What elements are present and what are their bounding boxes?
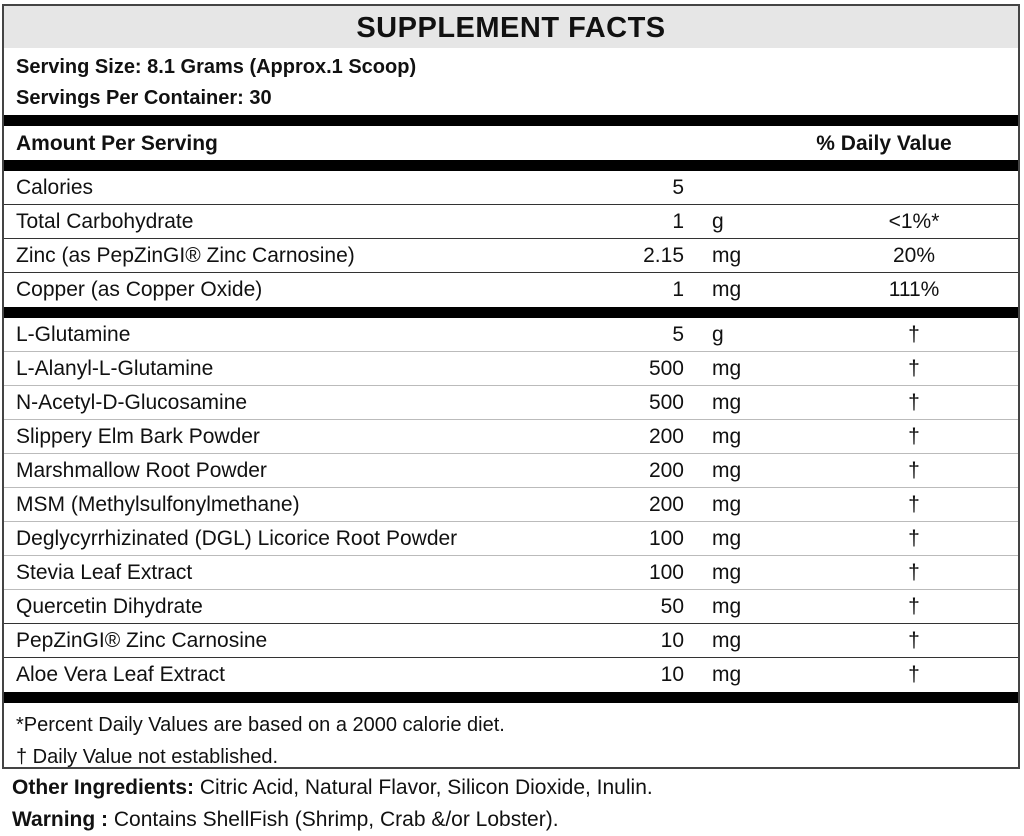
- item-name: Aloe Vera Leaf Extract: [16, 663, 225, 686]
- table-row: N-Acetyl-D-Glucosamine 500 mg †: [4, 386, 1018, 420]
- item-name: Stevia Leaf Extract: [16, 561, 193, 584]
- table-row: Calories 5: [4, 171, 1018, 205]
- table-row: Deglycyrrhizinated (DGL) Licorice Root P…: [4, 522, 1018, 556]
- item-daily-value: 20%: [892, 244, 936, 267]
- item-daily-value: †: [908, 425, 920, 448]
- item-unit: mg: [712, 663, 742, 686]
- item-daily-value: †: [908, 357, 920, 380]
- item-name: PepZinGI® Zinc Carnosine: [16, 629, 268, 652]
- item-unit: mg: [712, 595, 742, 618]
- item-name: Slippery Elm Bark Powder: [16, 425, 260, 448]
- item-name: Zinc (as PepZinGI® Zinc Carnosine): [16, 244, 355, 267]
- table-row: MSM (Methylsulfonylmethane) 200 mg †: [4, 488, 1018, 522]
- footnote-dv: *Percent Daily Values are based on a 200…: [16, 714, 505, 736]
- item-amount: 10: [660, 629, 684, 652]
- table-row: Slippery Elm Bark Powder 200 mg †: [4, 420, 1018, 454]
- item-name: Quercetin Dihydrate: [16, 595, 203, 618]
- item-daily-value: †: [908, 459, 920, 482]
- item-daily-value: †: [908, 663, 920, 686]
- amount-header: Amount Per Serving: [16, 132, 218, 155]
- table-row: L-Alanyl-L-Glutamine 500 mg †: [4, 352, 1018, 386]
- item-unit: mg: [712, 278, 742, 301]
- column-header: Amount Per Serving % Daily Value: [4, 126, 1018, 160]
- item-unit: mg: [712, 357, 742, 380]
- table-row: Stevia Leaf Extract 100 mg †: [4, 556, 1018, 590]
- item-unit: mg: [712, 561, 742, 584]
- item-amount: 1: [672, 210, 684, 233]
- ingredient-list: L-Glutamine 5 g † L-Alanyl-L-Glutamine 500 mg †…: [4, 318, 1018, 692]
- item-unit: mg: [712, 459, 742, 482]
- item-daily-value: †: [908, 527, 920, 550]
- item-name: N-Acetyl-D-Glucosamine: [16, 391, 248, 414]
- footnote-dagger: † Daily Value not established.: [16, 746, 279, 768]
- table-row: Copper (as Copper Oxide) 1 mg 111%: [4, 273, 1018, 307]
- table-row: Zinc (as PepZinGI® Zinc Carnosine) 2.15 mg…: [4, 239, 1018, 273]
- table-row: Quercetin Dihydrate 50 mg †: [4, 590, 1018, 624]
- item-amount: 100: [648, 561, 684, 584]
- divider: [4, 307, 1018, 318]
- item-daily-value: <1%*: [888, 210, 940, 233]
- item-unit: mg: [712, 244, 742, 267]
- table-row: Aloe Vera Leaf Extract 10 mg †: [4, 658, 1018, 692]
- item-name: L-Alanyl-L-Glutamine: [16, 357, 214, 380]
- item-amount: 2.15: [643, 244, 684, 267]
- other-info: Other Ingredients: Citric Acid, Natural …: [12, 772, 653, 836]
- divider: [4, 115, 1018, 126]
- item-amount: 5: [672, 176, 684, 199]
- table-row: PepZinGI® Zinc Carnosine 10 mg †: [4, 624, 1018, 658]
- warning: Warning : Contains ShellFish (Shrimp, Cr…: [12, 808, 559, 831]
- item-amount: 200: [648, 493, 684, 516]
- item-name: Calories: [16, 176, 94, 199]
- item-name: MSM (Methylsulfonylmethane): [16, 493, 300, 516]
- item-unit: g: [712, 323, 724, 346]
- item-name: Total Carbohydrate: [16, 210, 194, 233]
- item-daily-value: 111%: [888, 278, 940, 301]
- item-amount: 1: [672, 278, 684, 301]
- item-amount: 100: [648, 527, 684, 550]
- item-daily-value: †: [908, 323, 920, 346]
- serving-info: Serving Size: 8.1 Grams (Approx.1 Scoop)…: [4, 48, 1018, 115]
- item-daily-value: †: [908, 629, 920, 652]
- item-amount: 10: [660, 663, 684, 686]
- other-ingredients: Other Ingredients: Citric Acid, Natural …: [12, 776, 653, 799]
- item-daily-value: †: [908, 493, 920, 516]
- divider: [4, 692, 1018, 703]
- item-amount: 50: [660, 595, 684, 618]
- item-amount: 5: [672, 323, 684, 346]
- serving-size: Serving Size: 8.1 Grams (Approx.1 Scoop): [16, 56, 417, 78]
- item-daily-value: †: [908, 595, 920, 618]
- item-unit: g: [712, 210, 724, 233]
- footnotes: *Percent Daily Values are based on a 200…: [4, 703, 1018, 773]
- item-name: Deglycyrrhizinated (DGL) Licorice Root P…: [16, 527, 458, 550]
- nutrient-list: Calories 5 Total Carbohydrate 1 g <1%* Zinc (a…: [4, 171, 1018, 307]
- item-unit: mg: [712, 527, 742, 550]
- table-row: Marshmallow Root Powder 200 mg †: [4, 454, 1018, 488]
- item-daily-value: †: [908, 391, 920, 414]
- item-amount: 200: [648, 425, 684, 448]
- item-amount: 500: [648, 357, 684, 380]
- item-unit: mg: [712, 425, 742, 448]
- table-row: L-Glutamine 5 g †: [4, 318, 1018, 352]
- dv-header: % Daily Value: [816, 132, 952, 155]
- divider: [4, 160, 1018, 171]
- item-daily-value: †: [908, 561, 920, 584]
- servings-per-container: Servings Per Container: 30: [16, 87, 272, 109]
- item-unit: mg: [712, 391, 742, 414]
- item-amount: 500: [648, 391, 684, 414]
- item-name: Marshmallow Root Powder: [16, 459, 267, 482]
- item-amount: 200: [648, 459, 684, 482]
- table-row: Total Carbohydrate 1 g <1%*: [4, 205, 1018, 239]
- item-name: Copper (as Copper Oxide): [16, 278, 263, 301]
- panel-title: SUPPLEMENT FACTS: [4, 6, 1018, 48]
- item-unit: mg: [712, 493, 742, 516]
- item-name: L-Glutamine: [16, 323, 131, 346]
- item-unit: mg: [712, 629, 742, 652]
- supplement-facts-panel: SUPPLEMENT FACTS Serving Size: 8.1 Grams…: [2, 4, 1020, 769]
